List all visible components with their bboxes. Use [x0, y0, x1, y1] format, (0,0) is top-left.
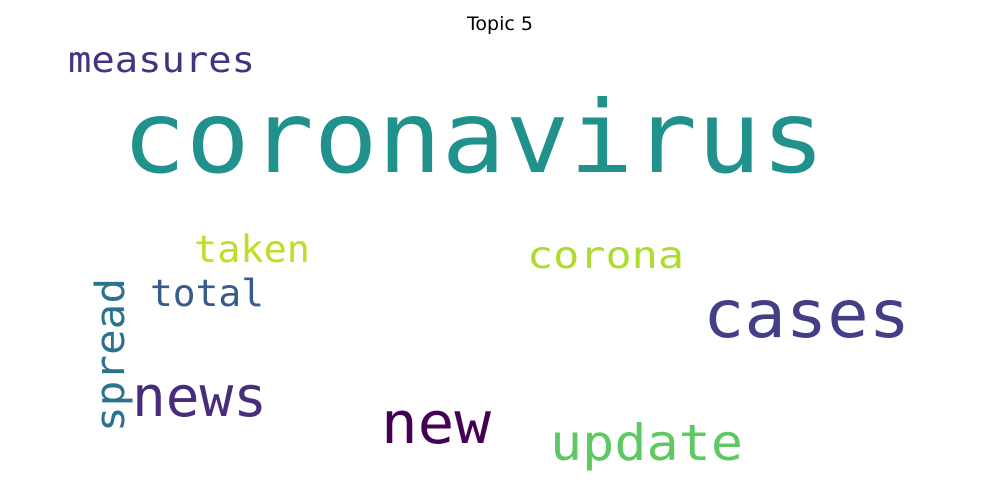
figure-title: Topic 5 — [467, 13, 533, 35]
word-total: total — [150, 272, 264, 315]
word-spread: spread — [88, 278, 134, 432]
word-news: news — [132, 365, 267, 430]
word-update: update — [550, 414, 743, 472]
word-new: new — [381, 389, 491, 457]
word-cases: cases — [703, 276, 910, 353]
word-corona: corona — [527, 234, 684, 277]
word-coronavirus: coronavirus — [122, 79, 825, 196]
word-measures: measures — [68, 40, 255, 81]
word-taken: taken — [194, 228, 310, 271]
